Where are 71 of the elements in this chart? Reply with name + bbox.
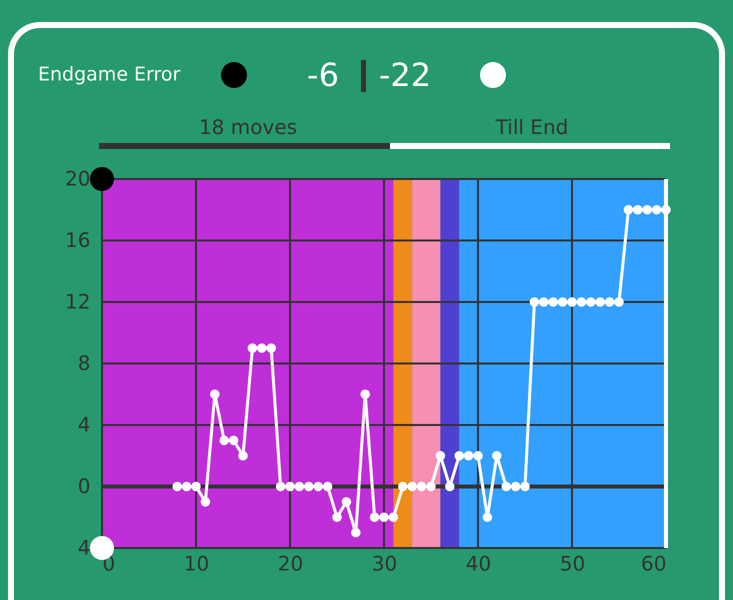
x-tick-label: 50	[560, 552, 586, 576]
point	[586, 297, 596, 307]
point	[304, 482, 314, 492]
point	[558, 297, 568, 307]
point	[567, 297, 577, 307]
point	[661, 205, 671, 214]
point	[652, 205, 662, 214]
chart-title: Endgame Error	[38, 64, 180, 86]
point	[342, 497, 352, 507]
point	[482, 512, 492, 522]
point	[426, 482, 436, 492]
point	[379, 512, 389, 522]
y-tick-label: 16	[65, 228, 90, 252]
point	[595, 297, 605, 307]
point	[388, 512, 398, 522]
x-tick-label: 10	[184, 552, 210, 576]
y-tick-label: 4	[78, 412, 90, 436]
point	[191, 482, 201, 492]
x-tick-label: 20	[278, 552, 304, 576]
point	[285, 482, 295, 492]
point	[454, 451, 464, 460]
point	[633, 205, 643, 214]
point	[436, 451, 446, 460]
point	[266, 343, 276, 353]
point	[313, 482, 323, 492]
point	[257, 343, 267, 353]
point	[210, 390, 220, 399]
point	[530, 297, 540, 307]
text: -22	[378, 56, 432, 94]
point	[228, 436, 238, 446]
y-tick-label: 12	[65, 290, 90, 314]
point	[398, 482, 408, 492]
point	[624, 205, 634, 214]
point	[322, 482, 332, 492]
text: -6	[307, 56, 339, 94]
y-tick-label: 8	[78, 351, 90, 375]
y-tick-label: 20	[65, 166, 90, 190]
point	[464, 451, 474, 460]
point	[520, 482, 530, 492]
point	[182, 482, 192, 492]
point	[642, 205, 652, 214]
point	[510, 482, 520, 492]
point	[407, 482, 417, 492]
point	[200, 497, 210, 507]
point	[332, 512, 342, 522]
text: Till End	[496, 115, 568, 139]
x-tick-label: 60	[641, 552, 666, 576]
point	[445, 482, 455, 492]
point	[501, 482, 511, 492]
point	[548, 297, 558, 307]
text: 18 moves	[198, 115, 298, 139]
point	[614, 297, 624, 307]
y-tick-label: 0	[78, 474, 90, 498]
x-tick-label: 30	[372, 552, 398, 576]
point	[370, 512, 380, 522]
point	[248, 343, 258, 353]
point	[276, 482, 286, 492]
point	[172, 482, 182, 492]
point	[492, 451, 502, 460]
point	[294, 482, 304, 492]
point	[539, 297, 549, 307]
y-tick-label: 4	[78, 536, 90, 560]
point	[351, 528, 361, 538]
point	[219, 436, 229, 446]
x-tick-label: 40	[466, 552, 492, 576]
point	[416, 482, 426, 492]
point	[604, 297, 614, 307]
point	[473, 451, 483, 460]
point	[238, 451, 248, 460]
point	[576, 297, 586, 307]
point	[360, 390, 370, 399]
